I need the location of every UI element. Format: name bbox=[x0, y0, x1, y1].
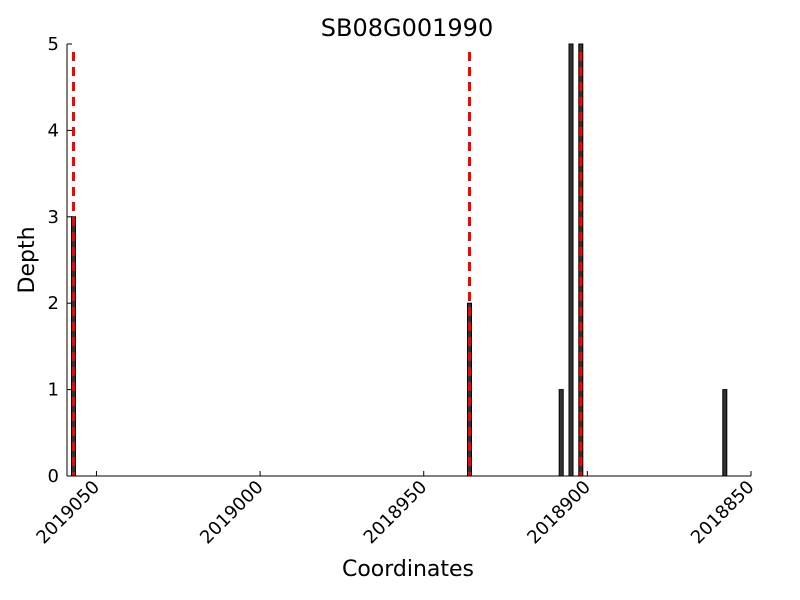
x-tick-label: 2018900 bbox=[523, 477, 595, 549]
y-axis-label: Depth bbox=[15, 226, 40, 293]
bar bbox=[578, 43, 584, 477]
x-axis-label: Coordinates bbox=[342, 557, 474, 582]
y-tick-label: 0 bbox=[48, 466, 59, 487]
x-tick-label: 2018850 bbox=[687, 477, 759, 549]
bar bbox=[568, 43, 574, 477]
y-tick-label: 3 bbox=[48, 207, 59, 228]
y-tick-label: 1 bbox=[48, 380, 59, 401]
plot-area bbox=[71, 43, 728, 477]
bar bbox=[558, 389, 564, 477]
x-tick-label: 2018950 bbox=[360, 477, 432, 549]
x-tick-label: 2019050 bbox=[32, 477, 104, 549]
bar bbox=[722, 389, 728, 477]
y-tick-label: 4 bbox=[48, 120, 59, 141]
chart-title: SB08G001990 bbox=[321, 14, 493, 42]
y-tick-label: 5 bbox=[48, 34, 59, 55]
x-tick-label: 2019000 bbox=[196, 477, 268, 549]
y-tick-label: 2 bbox=[48, 293, 59, 314]
axis-ticks: 0 1 2 3 4 5 2019050 2019000 2018950 2018900 201885… bbox=[32, 34, 758, 548]
